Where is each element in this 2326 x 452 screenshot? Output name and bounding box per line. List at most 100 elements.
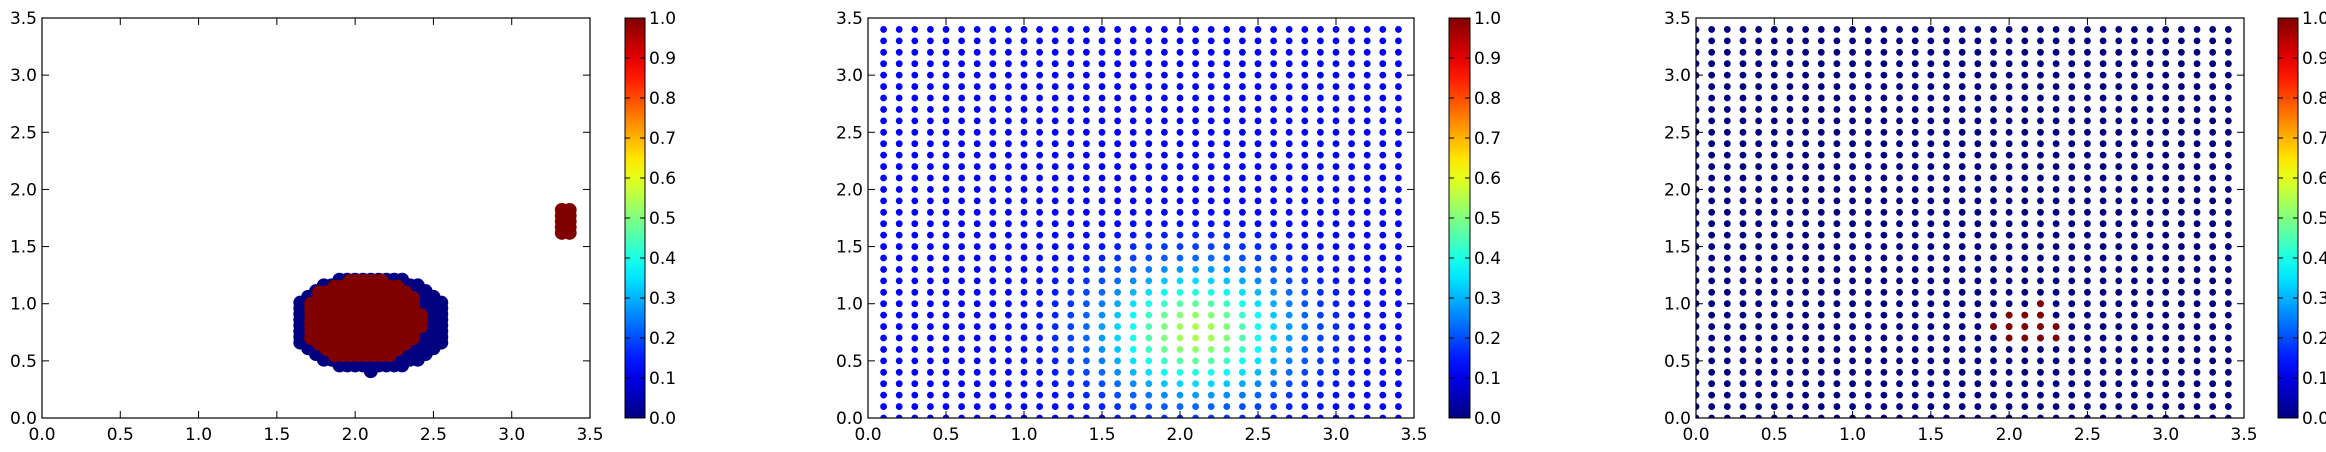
scatter-point <box>2005 243 2013 250</box>
scatter-point <box>2209 60 2217 68</box>
scatter-point <box>1833 357 1841 365</box>
scatter-point <box>1192 254 1199 262</box>
scatter-point <box>973 140 981 148</box>
scatter-point <box>1254 231 1262 239</box>
scatter-point <box>2037 288 2044 296</box>
scatter-point <box>2115 48 2123 56</box>
scatter-point <box>2021 220 2029 228</box>
scatter-point <box>1270 208 1277 216</box>
scatter-point <box>1036 151 1043 159</box>
scatter-point <box>2193 391 2201 399</box>
scatter-point <box>1114 71 1121 79</box>
scatter-point <box>1723 368 1731 376</box>
scatter-point <box>1696 368 1700 376</box>
x-tick-label: 3.0 <box>2152 425 2179 445</box>
scatter-point <box>1363 48 1371 56</box>
scatter-point <box>2162 380 2170 388</box>
scatter-point <box>1301 26 1309 33</box>
scatter-point <box>958 346 965 353</box>
scatter-point <box>1145 208 1153 216</box>
scatter-point <box>2193 323 2201 330</box>
scatter-point <box>973 128 981 136</box>
scatter-point <box>1083 346 1090 353</box>
scatter-point <box>1270 357 1277 365</box>
scatter-point <box>1098 94 1106 102</box>
scatter-point <box>1708 277 1716 285</box>
scatter-point <box>958 243 965 250</box>
scatter-point <box>927 71 934 79</box>
scatter-point <box>2224 71 2232 79</box>
scatter-point <box>1395 186 1402 193</box>
scatter-point <box>1207 186 1215 193</box>
scatter-point <box>1833 266 1841 273</box>
scatter-point <box>1051 254 1059 262</box>
scatter-point <box>1817 220 1825 228</box>
scatter-point <box>1849 220 1856 228</box>
scatter-point <box>2162 254 2170 262</box>
scatter-point <box>1067 186 1075 193</box>
scatter-point <box>1739 220 1747 228</box>
scatter-point <box>942 254 950 262</box>
scatter-point <box>2193 48 2201 56</box>
scatter-point <box>1943 220 1950 228</box>
scatter-point <box>1192 231 1199 239</box>
scatter-point <box>1332 323 1340 330</box>
scatter-point <box>1005 323 1012 330</box>
scatter-point <box>1880 220 1888 228</box>
scatter-point <box>1285 231 1293 239</box>
scatter-point <box>1958 368 1966 376</box>
scatter-point <box>2068 163 2076 170</box>
scatter-point <box>895 37 903 45</box>
scatter-point <box>2162 243 2170 250</box>
scatter-point <box>2068 48 2076 56</box>
scatter-point <box>2052 26 2060 33</box>
scatter-point <box>1833 300 1841 308</box>
scatter-point <box>1739 26 1747 33</box>
scatter-point <box>1817 140 1825 148</box>
scatter-point <box>1943 231 1950 239</box>
scatter-point <box>1192 197 1199 205</box>
scatter-point <box>1817 288 1825 296</box>
scatter-point <box>2005 300 2013 308</box>
scatter-point <box>1270 151 1277 159</box>
scatter-point <box>1317 37 1324 45</box>
scatter-point <box>1145 83 1153 90</box>
scatter-point <box>1739 48 1747 56</box>
scatter-point <box>2177 71 2185 79</box>
scatter-point <box>1395 334 1402 342</box>
scatter-point <box>1708 300 1716 308</box>
scatter-point <box>1036 26 1043 33</box>
scatter-point <box>1161 83 1168 90</box>
scatter-point <box>1990 414 1997 418</box>
x-tick-label: 2.0 <box>1166 425 1193 445</box>
scatter-point <box>2021 334 2029 342</box>
scatter-point <box>1927 128 1935 136</box>
scatter-point <box>2068 391 2076 399</box>
scatter-point <box>1896 48 1903 56</box>
scatter-point <box>1849 151 1856 159</box>
scatter-point <box>2052 380 2060 388</box>
scatter-point <box>1005 106 1012 113</box>
scatter-point <box>2131 414 2138 418</box>
scatter-point <box>1005 311 1012 319</box>
scatter-point <box>973 71 981 79</box>
scatter-point <box>2037 334 2044 342</box>
scatter-point <box>942 117 950 125</box>
scatter-point <box>2162 197 2170 205</box>
scatter-point <box>1379 186 1387 193</box>
scatter-point <box>2209 163 2217 170</box>
scatter-point <box>2099 414 2107 418</box>
scatter-point <box>1285 106 1293 113</box>
scatter-point <box>2146 208 2154 216</box>
scatter-point <box>2021 357 2029 365</box>
scatter-point <box>1723 220 1731 228</box>
scatter-point <box>1770 323 1778 330</box>
scatter-point <box>1005 357 1012 365</box>
scatter-point <box>1020 37 1028 45</box>
scatter-point <box>1114 380 1121 388</box>
scatter-point <box>1036 391 1043 399</box>
scatter-point <box>1020 357 1028 365</box>
scatter-point <box>1114 186 1121 193</box>
scatter-point <box>1363 140 1371 148</box>
scatter-point <box>1864 71 1872 79</box>
